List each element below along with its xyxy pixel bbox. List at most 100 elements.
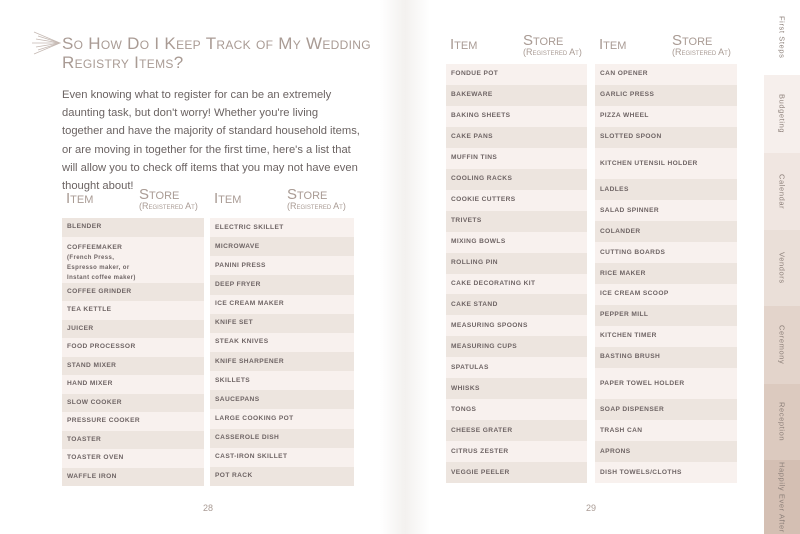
table-row[interactable]: Tea kettle <box>62 301 204 320</box>
table-row[interactable]: Muffin tins <box>446 147 587 169</box>
table-row[interactable]: Measuring cups <box>446 336 587 358</box>
item-name: Slow cooker <box>67 398 122 406</box>
table-row[interactable]: Rolling pin <box>446 252 587 274</box>
table-row[interactable]: Citrus zester <box>446 441 587 463</box>
table-row[interactable]: Tongs <box>446 399 587 421</box>
table-row[interactable]: Whisks <box>446 378 587 400</box>
table-row[interactable]: Toaster oven <box>62 449 204 468</box>
table-row[interactable]: Bakeware <box>446 84 587 106</box>
page-number-right: 29 <box>586 503 597 513</box>
table-row[interactable]: Large cooking pot <box>210 409 354 429</box>
table-row[interactable]: Aprons <box>595 441 737 463</box>
store-sublabel: (Registered At) <box>672 47 731 57</box>
table-row[interactable]: Cake decorating kit <box>446 273 587 295</box>
tab-calendar[interactable]: Calendar <box>764 153 800 230</box>
item-name: Trivets <box>451 217 482 225</box>
table-header: Item Store (Registered At) <box>595 24 737 58</box>
table-row[interactable]: Pizza wheel <box>595 105 737 127</box>
tab-vendors[interactable]: Vendors <box>764 230 800 306</box>
item-name: Slotted spoon <box>600 133 662 141</box>
item-name: Fondue pot <box>451 70 499 78</box>
table-row[interactable]: Cutting boards <box>595 242 737 264</box>
tab-happily-ever-after[interactable]: Happily Ever After <box>764 460 800 534</box>
item-name: Muffin tins <box>451 154 498 162</box>
item-name: Toaster <box>67 435 102 443</box>
table-row[interactable]: Trivets <box>446 210 587 232</box>
item-name: Ice cream scoop <box>600 290 669 298</box>
table-row[interactable]: Spatulas <box>446 357 587 379</box>
table-row[interactable]: Knife set <box>210 313 354 333</box>
item-name: Knife set <box>215 319 254 327</box>
table-row[interactable]: Slotted spoon <box>595 126 737 148</box>
table-row[interactable]: Ice cream maker <box>210 294 354 314</box>
table-row[interactable]: Cake pans <box>446 126 587 148</box>
table-row[interactable]: Toaster <box>62 430 204 449</box>
tab-label: Ceremony <box>777 325 787 365</box>
table-row[interactable]: Juicer <box>62 319 204 338</box>
table-row[interactable]: Soap dispenser <box>595 399 737 421</box>
store-column-header: Store (Registered At) <box>672 33 731 58</box>
table-row[interactable]: Skillets <box>210 371 354 391</box>
table-row[interactable]: Pot rack <box>210 466 354 486</box>
table-row[interactable]: Cheese grater <box>446 420 587 442</box>
tab-reception[interactable]: Reception <box>764 384 800 460</box>
table-row[interactable]: Mixing bowls <box>446 231 587 253</box>
intro-paragraph: Even knowing what to register for can be… <box>62 89 360 193</box>
item-name: Food processor <box>67 343 136 351</box>
tab-ceremony[interactable]: Ceremony <box>764 306 800 384</box>
table-row[interactable]: Ice cream scoop <box>595 284 737 305</box>
tab-budgeting[interactable]: Budgeting <box>764 75 800 153</box>
item-name: Pepper mill <box>600 311 649 319</box>
table-row[interactable]: Measuring spoons <box>446 315 587 337</box>
table-row[interactable]: Stand mixer <box>62 356 204 375</box>
table-row[interactable]: Cooling racks <box>446 168 587 190</box>
item-name: Measuring cups <box>451 342 518 350</box>
table-row[interactable]: Rice maker <box>595 263 737 284</box>
table-row[interactable]: Coffeemaker (French Press, Espresso make… <box>62 236 204 283</box>
table-row[interactable]: Basting brush <box>595 346 737 368</box>
item-name: Rice maker <box>600 269 646 277</box>
item-column-header: Item <box>450 36 478 53</box>
table-row[interactable]: Electric skillet <box>210 218 354 238</box>
table-row[interactable]: Casserole dish <box>210 428 354 448</box>
table-row[interactable]: Microwave <box>210 237 354 257</box>
item-name: Waffle iron <box>67 472 117 480</box>
table-row[interactable]: Colander <box>595 221 737 243</box>
table-row[interactable]: Steak knives <box>210 332 354 352</box>
table-row[interactable]: Cake stand <box>446 294 587 316</box>
table-row[interactable]: Knife sharpener <box>210 351 354 372</box>
table-row[interactable]: Garlic press <box>595 84 737 106</box>
table-header: Item Store (Registered At) <box>446 24 587 58</box>
table-row[interactable]: Panini press <box>210 256 354 276</box>
table-row[interactable]: Blender <box>62 218 204 237</box>
table-row[interactable]: Pepper mill <box>595 304 737 326</box>
registry-table-1: Item Store (Registered At) Blender Coffeemak… <box>62 178 204 486</box>
table-row[interactable]: Pressure cooker <box>62 412 204 431</box>
item-note: (French Press, Espresso maker, or Instan… <box>67 254 136 281</box>
table-row[interactable]: Hand mixer <box>62 375 204 394</box>
table-rows: Blender Coffeemaker (French Press, Espres… <box>62 218 204 486</box>
table-row[interactable]: Veggie peeler <box>446 462 587 484</box>
table-row[interactable]: Waffle iron <box>62 467 204 486</box>
table-row[interactable]: Fondue pot <box>446 64 587 85</box>
table-row[interactable]: Can opener <box>595 64 737 85</box>
table-row[interactable]: Saucepans <box>210 390 354 410</box>
table-row[interactable]: Trash can <box>595 420 737 442</box>
table-row[interactable]: Salad spinner <box>595 200 737 222</box>
table-row[interactable]: Dish towels/cloths <box>595 462 737 484</box>
table-row[interactable]: Kitchen timer <box>595 325 737 347</box>
table-row[interactable]: Paper towel holder <box>595 367 737 400</box>
table-row[interactable]: Deep fryer <box>210 275 354 295</box>
table-row[interactable]: Food processor <box>62 338 204 357</box>
store-column-header: Store (Registered At) <box>287 187 346 212</box>
table-row[interactable]: Slow cooker <box>62 393 204 412</box>
book-gutter <box>380 0 430 534</box>
table-row[interactable]: Cookie cutters <box>446 189 587 211</box>
table-row[interactable]: Coffee grinder <box>62 282 204 301</box>
table-row[interactable]: Cast-iron skillet <box>210 447 354 467</box>
table-row[interactable]: Kitchen utensil holder <box>595 147 737 180</box>
tab-first-steps[interactable]: First Steps <box>764 0 800 75</box>
table-rows: Electric skillet Microwave Panini press Dee… <box>210 218 354 486</box>
table-row[interactable]: Ladles <box>595 179 737 201</box>
table-row[interactable]: Baking sheets <box>446 105 587 127</box>
